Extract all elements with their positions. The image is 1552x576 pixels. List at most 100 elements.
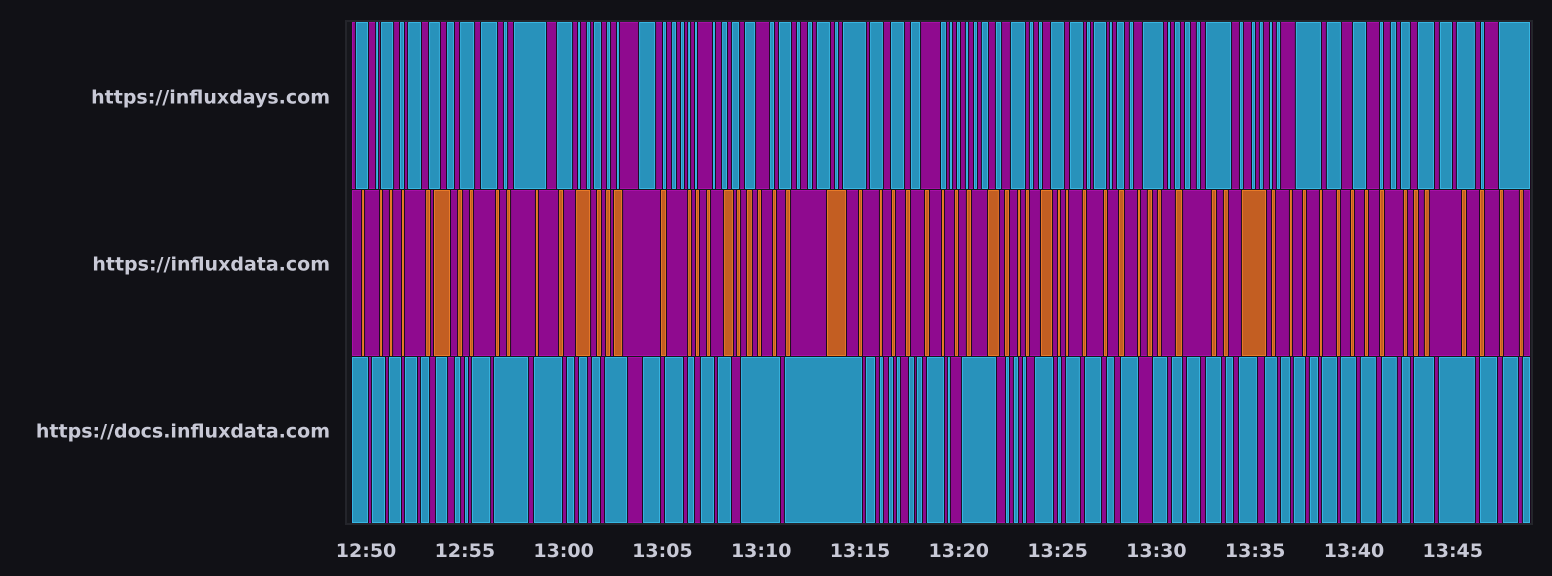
state-segment-orange[interactable] xyxy=(576,190,591,356)
state-segment-orange[interactable] xyxy=(746,190,752,356)
state-segment-orange[interactable] xyxy=(1057,190,1060,356)
state-segment-orange[interactable] xyxy=(1499,190,1503,356)
state-segment-cyan[interactable] xyxy=(1106,357,1114,523)
state-segment-cyan[interactable] xyxy=(1057,357,1061,523)
state-segment-cyan[interactable] xyxy=(879,357,883,523)
state-segment-orange[interactable] xyxy=(1350,190,1354,356)
state-segment-cyan[interactable] xyxy=(1417,22,1434,189)
state-segment-cyan[interactable] xyxy=(420,357,430,523)
state-segment-orange[interactable] xyxy=(559,190,564,356)
state-segment-orange[interactable] xyxy=(606,190,611,356)
state-segment-orange[interactable] xyxy=(1380,190,1384,356)
state-segment-cyan[interactable] xyxy=(941,22,946,189)
state-segment-orange[interactable] xyxy=(941,190,944,356)
state-segment-cyan[interactable] xyxy=(605,357,628,523)
state-segment-cyan[interactable] xyxy=(352,357,369,523)
state-segment-orange[interactable] xyxy=(1119,190,1124,356)
state-segment-cyan[interactable] xyxy=(616,22,619,189)
state-segment-cyan[interactable] xyxy=(1400,22,1410,189)
state-segment-cyan[interactable] xyxy=(1522,357,1531,523)
state-segment-cyan[interactable] xyxy=(816,22,830,189)
state-segment-cyan[interactable] xyxy=(1117,22,1124,189)
state-segment-cyan[interactable] xyxy=(481,22,498,189)
state-segment-cyan[interactable] xyxy=(1456,22,1475,189)
state-segment-cyan[interactable] xyxy=(1380,22,1383,189)
state-segment-cyan[interactable] xyxy=(910,22,921,189)
state-segment-cyan[interactable] xyxy=(1265,357,1277,523)
state-segment-cyan[interactable] xyxy=(1326,22,1341,189)
state-segment-cyan[interactable] xyxy=(471,357,491,523)
state-segment-cyan[interactable] xyxy=(722,22,728,189)
state-segment-cyan[interactable] xyxy=(1153,357,1168,523)
state-segment-orange[interactable] xyxy=(786,190,791,356)
state-segment-orange[interactable] xyxy=(1271,190,1275,356)
state-segment-cyan[interactable] xyxy=(1439,22,1452,189)
state-segment-cyan[interactable] xyxy=(404,357,418,523)
state-segment-cyan[interactable] xyxy=(381,22,394,189)
state-segment-cyan[interactable] xyxy=(1006,357,1009,523)
state-segment-cyan[interactable] xyxy=(770,22,775,189)
state-segment-orange[interactable] xyxy=(1403,190,1407,356)
state-segment-cyan[interactable] xyxy=(1196,22,1201,189)
state-segment-orange[interactable] xyxy=(688,190,692,356)
state-segment-orange[interactable] xyxy=(458,190,463,356)
state-segment-cyan[interactable] xyxy=(1239,22,1243,189)
state-segment-cyan[interactable] xyxy=(355,22,369,189)
state-segment-cyan[interactable] xyxy=(1438,357,1475,523)
state-segment-cyan[interactable] xyxy=(1010,22,1025,189)
state-segment-cyan[interactable] xyxy=(1174,22,1180,189)
state-segment-cyan[interactable] xyxy=(947,357,950,523)
state-segment-cyan[interactable] xyxy=(672,22,677,189)
state-segment-cyan[interactable] xyxy=(1309,357,1318,523)
state-segment-cyan[interactable] xyxy=(465,357,468,523)
state-segment-orange[interactable] xyxy=(389,190,393,356)
state-segment-cyan[interactable] xyxy=(1013,357,1019,523)
state-segment-cyan[interactable] xyxy=(454,357,461,523)
state-segment-cyan[interactable] xyxy=(662,22,666,189)
state-segment-orange[interactable] xyxy=(1302,190,1306,356)
state-segment-cyan[interactable] xyxy=(973,22,977,189)
state-segment-cyan[interactable] xyxy=(1281,357,1290,523)
state-segment-cyan[interactable] xyxy=(1070,22,1083,189)
state-segment-cyan[interactable] xyxy=(1259,22,1263,189)
state-segment-orange[interactable] xyxy=(1241,190,1267,356)
state-segment-orange[interactable] xyxy=(707,190,711,356)
state-segment-cyan[interactable] xyxy=(557,22,573,189)
state-segment-cyan[interactable] xyxy=(1502,357,1518,523)
state-segment-orange[interactable] xyxy=(1319,190,1322,356)
state-segment-cyan[interactable] xyxy=(1129,22,1134,189)
state-segment-cyan[interactable] xyxy=(1120,357,1138,523)
state-segment-cyan[interactable] xyxy=(1498,22,1531,189)
state-segment-cyan[interactable] xyxy=(639,22,656,189)
state-segment-cyan[interactable] xyxy=(961,357,996,523)
state-segment-cyan[interactable] xyxy=(594,22,601,189)
state-segment-orange[interactable] xyxy=(1462,190,1466,356)
state-segment-orange[interactable] xyxy=(1147,190,1153,356)
state-segment-orange[interactable] xyxy=(1480,190,1484,356)
state-segment-cyan[interactable] xyxy=(1340,357,1356,523)
state-segment-cyan[interactable] xyxy=(870,22,883,189)
state-segment-cyan[interactable] xyxy=(664,357,683,523)
state-segment-cyan[interactable] xyxy=(1171,357,1183,523)
state-segment-cyan[interactable] xyxy=(1225,357,1234,523)
state-segment-cyan[interactable] xyxy=(796,22,800,189)
state-segment-orange[interactable] xyxy=(1066,190,1069,356)
state-segment-cyan[interactable] xyxy=(916,357,923,523)
state-segment-orange[interactable] xyxy=(1424,190,1429,356)
state-segment-cyan[interactable] xyxy=(1093,22,1106,189)
state-segment-orange[interactable] xyxy=(1104,190,1107,356)
state-segment-cyan[interactable] xyxy=(1205,22,1232,189)
state-segment-cyan[interactable] xyxy=(1066,357,1080,523)
state-segment-cyan[interactable] xyxy=(388,357,402,523)
state-segment-cyan[interactable] xyxy=(995,22,1002,189)
state-segment-cyan[interactable] xyxy=(371,357,385,523)
state-segment-cyan[interactable] xyxy=(778,22,792,189)
state-segment-cyan[interactable] xyxy=(400,22,404,189)
state-segment-cyan[interactable] xyxy=(1142,22,1163,189)
state-segment-cyan[interactable] xyxy=(408,22,421,189)
state-segment-cyan[interactable] xyxy=(1352,22,1367,189)
state-segment-orange[interactable] xyxy=(380,190,383,356)
state-segment-cyan[interactable] xyxy=(835,22,839,189)
state-segment-cyan[interactable] xyxy=(566,357,575,523)
state-segment-orange[interactable] xyxy=(433,190,451,356)
